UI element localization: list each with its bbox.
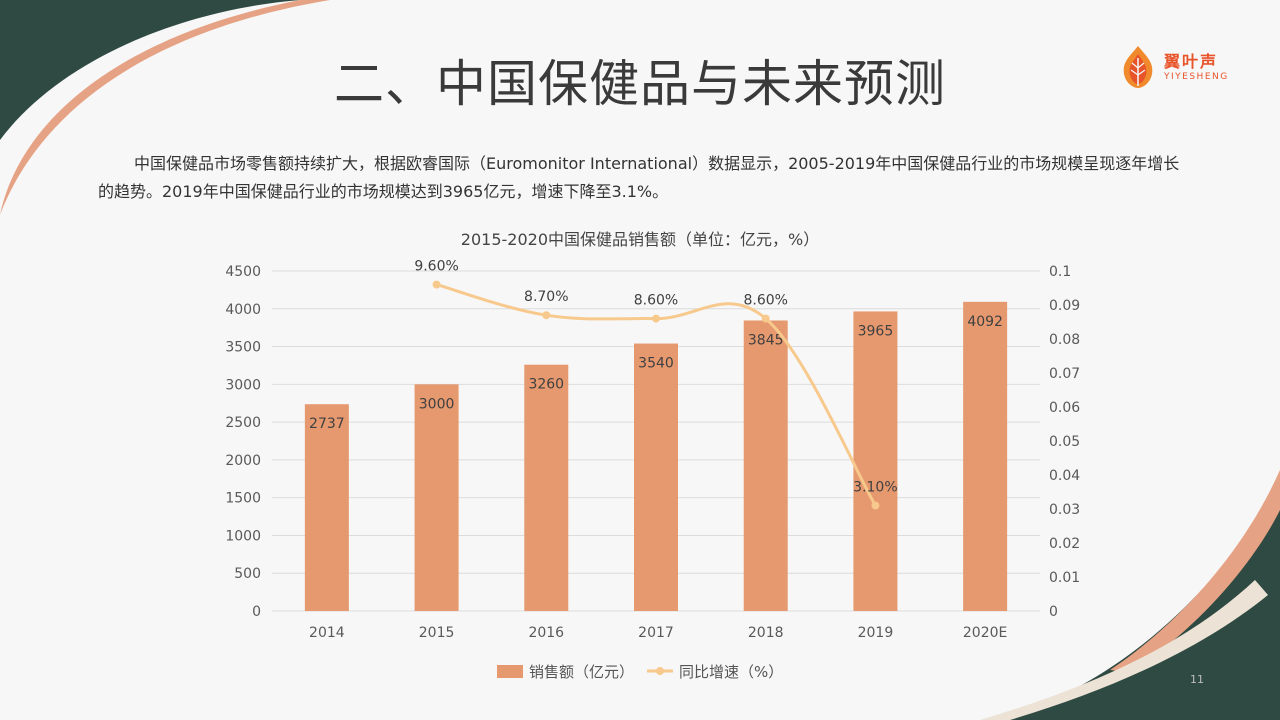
bar <box>963 301 1008 611</box>
right-tick-label: 0.09 <box>1049 298 1080 314</box>
growth-value-label: 3.10% <box>853 480 897 496</box>
left-tick-label: 4000 <box>225 302 261 318</box>
right-tick-label: 0.1 <box>1049 264 1071 280</box>
growth-line <box>436 283 877 507</box>
intro-paragraph: 中国保健品市场零售额持续扩大，根据欧睿国际（Euromonitor Intern… <box>98 154 1180 201</box>
line-series: 9.60% 8.70% 8.60% 8.60% 3.10% <box>414 259 898 510</box>
bar-value-label: 3965 <box>858 323 894 339</box>
growth-value-label: 8.70% <box>524 289 568 305</box>
page-title: 二、中国保健品与未来预测 <box>334 55 946 113</box>
x-tick-label: 2018 <box>748 625 784 641</box>
bar <box>853 311 898 611</box>
growth-point <box>761 314 770 323</box>
right-tick-label: 0.04 <box>1049 468 1080 484</box>
right-tick-label: 0.06 <box>1049 400 1080 416</box>
bar-value-label: 3540 <box>638 356 674 372</box>
right-y-axis: 0 0.01 0.02 0.03 0.04 0.05 0.06 0.07 0.08 0.09 0.1 <box>1049 264 1080 620</box>
growth-point <box>652 314 660 323</box>
bar-value-label: 4092 <box>967 314 1003 330</box>
page-number: 11 <box>1190 673 1204 686</box>
growth-value-label: 9.60% <box>414 259 458 275</box>
right-tick-label: 0.07 <box>1049 366 1080 382</box>
right-tick-label: 0.01 <box>1049 570 1080 586</box>
bottom-right-dark-band <box>1000 480 1280 720</box>
logo-english-name: YIYESHENG <box>1164 72 1229 82</box>
x-axis-labels: 2014 2015 2016 2017 2018 2019 2020E <box>309 625 1007 641</box>
legend-bar-label: 销售额（亿元） <box>529 663 634 681</box>
bar-value-label: 3845 <box>748 332 784 348</box>
bar-value-label: 3260 <box>528 377 564 393</box>
bar-value-label: 2737 <box>309 416 345 432</box>
flame-leaf-icon <box>1123 46 1153 88</box>
left-y-axis: 0 500 1000 1500 2000 2500 3000 3500 4000 4500 <box>225 264 261 620</box>
left-tick-label: 2000 <box>225 453 261 469</box>
left-tick-label: 0 <box>252 604 261 620</box>
left-tick-label: 3500 <box>225 340 261 356</box>
left-tick-label: 1000 <box>225 528 261 544</box>
left-tick-label: 2500 <box>225 415 261 431</box>
left-tick-label: 1500 <box>225 491 261 507</box>
legend-bar-swatch <box>497 665 523 678</box>
right-tick-label: 0.05 <box>1049 434 1080 450</box>
top-left-dark-band <box>0 0 300 140</box>
left-tick-label: 3000 <box>225 377 261 393</box>
bar-value-label: 3000 <box>419 396 455 412</box>
left-tick-label: 500 <box>234 566 261 582</box>
growth-value-label: 8.60% <box>743 293 787 309</box>
right-tick-label: 0.08 <box>1049 332 1080 348</box>
bar <box>634 343 678 611</box>
x-tick-label: 2016 <box>528 625 564 641</box>
brand-logo: 翼叶声 YIYESHENG <box>1118 44 1248 92</box>
right-tick-label: 0.02 <box>1049 536 1080 552</box>
bar <box>524 364 569 611</box>
bar <box>304 404 349 611</box>
x-tick-label: 2019 <box>858 625 894 641</box>
x-tick-label: 2017 <box>638 625 674 641</box>
right-tick-label: 0.03 <box>1049 502 1080 518</box>
bar-series: 2737 3000 3260 3540 3845 3965 4092 <box>304 301 1008 611</box>
growth-point <box>542 311 551 320</box>
right-tick-label: 0 <box>1049 604 1058 620</box>
x-tick-label: 2020E <box>963 625 1007 641</box>
chart-title: 2015-2020中国保健品销售额（单位：亿元，%） <box>461 230 819 249</box>
growth-point <box>432 280 441 289</box>
x-tick-label: 2015 <box>419 625 455 641</box>
growth-point <box>871 501 880 510</box>
chart-legend: 销售额（亿元） 同比增速（%） <box>497 663 783 681</box>
bar <box>414 384 459 611</box>
legend-line-marker <box>656 667 664 675</box>
top-left-salmon-curve <box>0 0 330 215</box>
logo-chinese-name: 翼叶声 <box>1164 52 1219 71</box>
growth-value-label: 8.60% <box>634 293 678 309</box>
bar <box>743 320 788 611</box>
x-tick-label: 2014 <box>309 625 345 641</box>
legend-line-label: 同比增速（%） <box>679 663 783 681</box>
left-tick-label: 4500 <box>225 264 261 280</box>
